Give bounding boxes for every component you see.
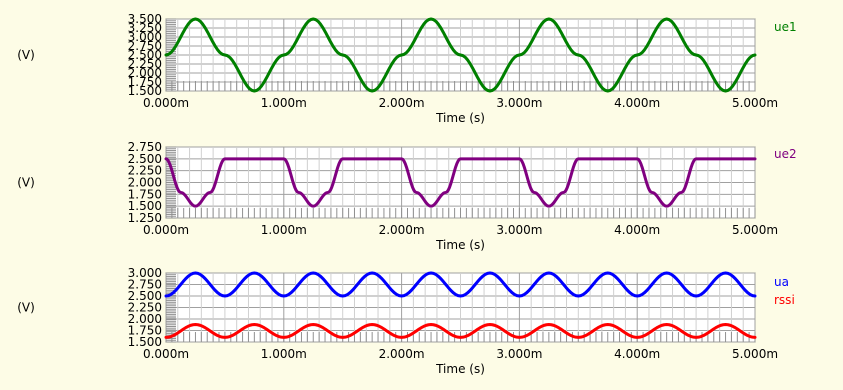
y-tick-label: 1.500 [128,335,162,349]
x-tick-label: 0.000m [143,223,189,237]
x-tick-label: 2.000m [379,223,425,237]
x-tick-label: 3.000m [496,223,542,237]
y-tick-label: 2.250 [128,164,162,178]
y-tick-label: 1.750 [128,187,162,201]
y-tick-label: 3.000 [128,30,162,44]
y-axis-label: (V) [17,48,35,62]
y-tick-label: 2.750 [128,39,162,53]
x-tick-label: 1.000m [261,223,307,237]
series-line-ua [164,271,757,298]
chart-panel-1: 1.5001.7502.0002.2502.5002.7503.0003.250… [17,12,796,125]
x-tick-label: 4.000m [614,347,660,361]
y-tick-label: 3.250 [128,21,162,35]
y-tick-label: 2.500 [128,48,162,62]
x-tick-label: 3.000m [496,96,542,110]
y-tick-label: 1.500 [128,84,162,98]
x-tick-label: 5.000m [732,347,778,361]
y-tick-label: 1.750 [128,324,162,338]
x-axis-label: Time (s) [435,238,485,252]
x-tick-label: 3.000m [496,347,542,361]
x-tick-label: 1.000m [261,347,307,361]
y-tick-label: 2.000 [128,176,162,190]
x-axis-label: Time (s) [435,362,485,376]
y-tick-label: 2.500 [128,289,162,303]
x-tick-label: 4.000m [614,96,660,110]
x-tick-label: 2.000m [379,347,425,361]
legend-entry-ue1: ue1 [774,20,797,34]
series-line-ue2 [164,157,757,208]
y-tick-label: 1.750 [128,75,162,89]
y-tick-label: 2.750 [128,278,162,292]
x-tick-label: 5.000m [732,96,778,110]
x-axis-label: Time (s) [435,111,485,125]
x-tick-label: 1.000m [261,96,307,110]
series-line-ue1 [164,17,757,93]
y-tick-label: 2.000 [128,66,162,80]
legend-entry-ua: ua [774,275,789,289]
y-axis-label: (V) [17,176,35,190]
series-line-rssi [164,323,757,339]
x-tick-label: 5.000m [732,223,778,237]
x-tick-label: 2.000m [379,96,425,110]
y-tick-label: 1.500 [128,199,162,213]
y-tick-label: 3.500 [128,12,162,26]
y-tick-label: 1.250 [128,211,162,225]
y-tick-label: 2.750 [128,140,162,154]
y-tick-label: 3.000 [128,266,162,280]
legend-entry-rssi: rssi [774,293,795,307]
y-tick-label: 2.000 [128,312,162,326]
legend-entry-ue2: ue2 [774,147,797,161]
y-tick-label: 2.500 [128,152,162,166]
y-tick-label: 2.250 [128,57,162,71]
x-tick-label: 0.000m [143,347,189,361]
y-axis-label: (V) [17,301,35,315]
x-tick-label: 4.000m [614,223,660,237]
x-tick-label: 0.000m [143,96,189,110]
y-tick-label: 2.250 [128,301,162,315]
